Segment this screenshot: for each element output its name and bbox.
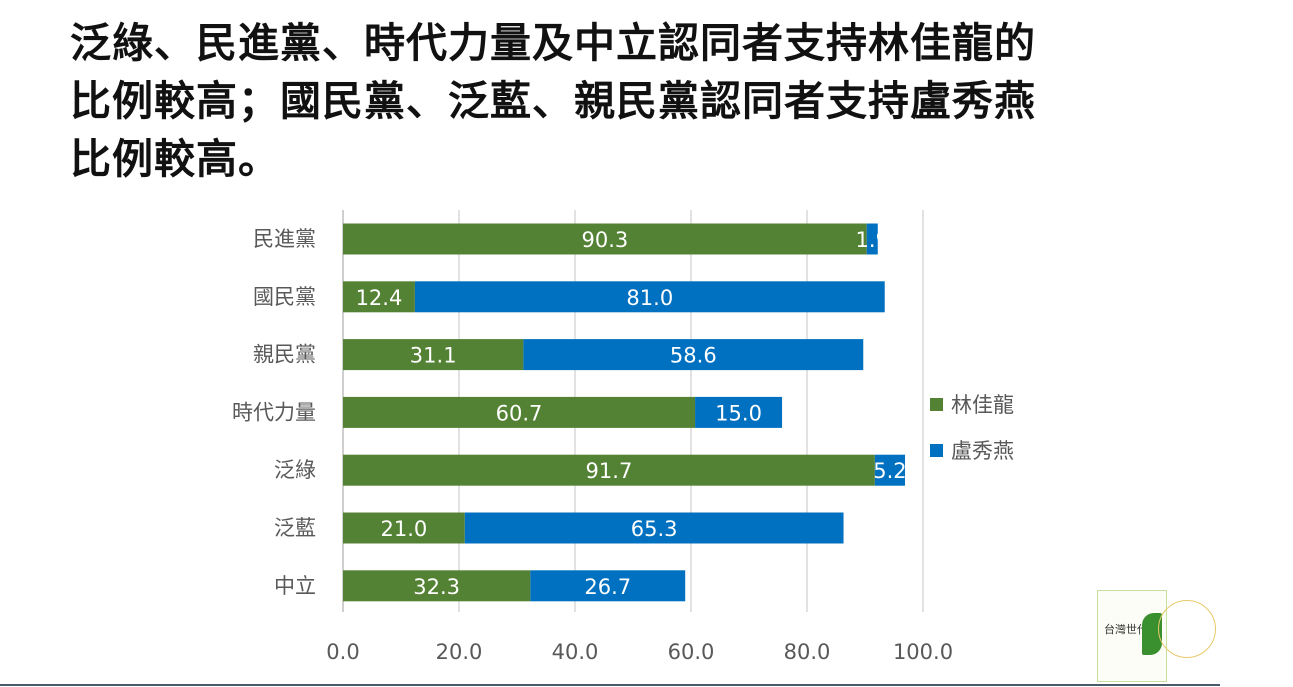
- category-label: 泛藍: [274, 516, 316, 540]
- category-label: 泛綠: [274, 458, 316, 482]
- bar-segment-series-1: [343, 223, 867, 255]
- logo-ring-icon: [1158, 600, 1216, 658]
- data-label: 90.3: [581, 228, 628, 252]
- data-label: 32.3: [413, 575, 460, 599]
- bar-segment-series-1: [343, 570, 531, 602]
- category-label: 民進黨: [253, 227, 316, 251]
- headline-line-2: 比例較高；國民黨、泛藍、親民黨認同者支持盧秀燕: [70, 77, 1036, 125]
- x-tick-label: 80.0: [784, 640, 831, 664]
- data-label: 65.3: [631, 517, 678, 541]
- legend-swatch: [930, 444, 943, 457]
- bar-segment-series-2: [866, 223, 878, 255]
- legend-label: 盧秀燕: [951, 439, 1014, 463]
- legend-swatch: [930, 398, 943, 411]
- data-label: 21.0: [381, 517, 428, 541]
- data-label: 81.0: [626, 286, 673, 310]
- x-tick-label: 20.0: [436, 640, 483, 664]
- bottom-divider: [0, 684, 1220, 686]
- data-label: 26.7: [584, 575, 631, 599]
- headline-line-3: 比例較高。: [70, 135, 280, 183]
- headline-line-1: 泛綠、民進黨、時代力量及中立認同者支持林佳龍的: [70, 19, 1036, 67]
- data-label: 15.0: [715, 401, 762, 425]
- bar-segment-series-2: [874, 454, 906, 486]
- data-label: 60.7: [496, 401, 543, 425]
- x-tick-label: 100.0: [893, 640, 953, 664]
- bar-segment-series-2: [530, 570, 686, 602]
- leaf-icon: [1142, 613, 1162, 655]
- legend-label: 林佳龍: [951, 393, 1014, 417]
- bar-segment-series-2: [414, 281, 885, 313]
- category-label: 時代力量: [232, 400, 316, 424]
- data-label: 58.6: [670, 344, 717, 368]
- bar-segment-series-2: [464, 512, 844, 544]
- category-label: 親民黨: [253, 343, 316, 367]
- bar-segment-series-1: [343, 339, 524, 371]
- data-label: 5.2: [873, 459, 906, 483]
- logo-text: 台灣世代: [1104, 623, 1148, 636]
- data-label: 12.4: [356, 286, 403, 310]
- data-label: 91.7: [586, 459, 633, 483]
- bar-layer: [343, 223, 906, 602]
- x-tick-label: 0.0: [326, 640, 359, 664]
- headline: 泛綠、民進黨、時代力量及中立認同者支持林佳龍的 比例較高；國民黨、泛藍、親民黨認…: [70, 14, 1200, 188]
- bar-segment-series-2: [523, 339, 864, 371]
- bar-segment-series-1: [343, 512, 465, 544]
- category-label: 中立: [274, 574, 316, 598]
- label-layer: 0.0 20.0 40.0 60.0 80.0 100.0 民進黨 90.3 1.9 國民黨 12.…: [232, 227, 953, 664]
- data-label: 1.9: [856, 228, 889, 252]
- bar-segment-series-1: [343, 454, 875, 486]
- category-label: 國民黨: [253, 285, 316, 309]
- bar-segment-series-2: [695, 396, 783, 428]
- x-tick-label: 60.0: [668, 640, 715, 664]
- bar-segment-series-1: [343, 396, 696, 428]
- x-tick-label: 40.0: [552, 640, 599, 664]
- data-label: 31.1: [410, 344, 457, 368]
- logo-badge: 台灣世代: [1097, 590, 1167, 682]
- bar-segment-series-1: [343, 281, 415, 313]
